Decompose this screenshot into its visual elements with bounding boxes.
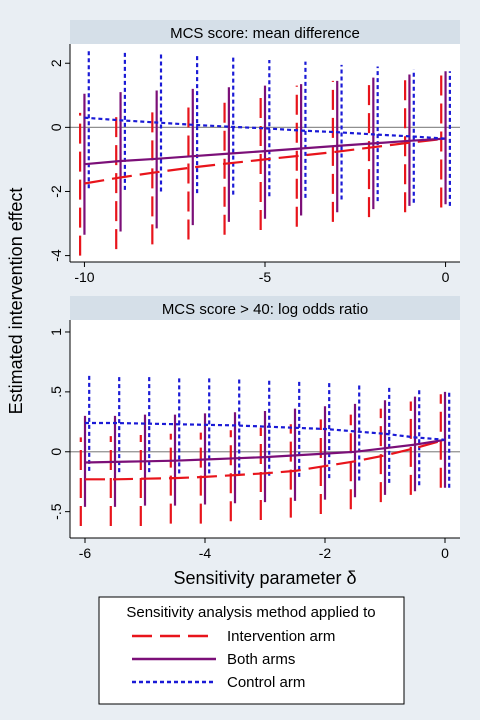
legend-entry-label: Both arms (227, 651, 295, 668)
panel-title-band (70, 296, 460, 320)
x-tick-label: -10 (74, 269, 94, 285)
y-tick-label: -.5 (48, 503, 64, 520)
y-tick-label: -4 (48, 249, 64, 262)
x-tick-label: 0 (442, 269, 450, 285)
panel-mean-difference: MCS score: mean difference -4 -2 0 2 -10 -5 0 (48, 20, 460, 285)
x-tick-label: -6 (79, 545, 92, 561)
legend-entry-label: Control arm (227, 674, 305, 691)
panel-log-odds-ratio: MCS score > 40: log odds ratio -.5 0 .5 1 -6… (48, 296, 460, 561)
panel-title: MCS score > 40: log odds ratio (162, 301, 368, 318)
x-tick-label: -2 (319, 545, 332, 561)
series-line (84, 116, 446, 140)
panel-title-band (70, 20, 460, 44)
series-line (84, 137, 446, 185)
series-line (84, 438, 446, 464)
legend: Sensitivity analysis method applied to I… (98, 596, 405, 705)
legend-entries: Intervention arm Both arms Control arm (132, 628, 335, 691)
x-tick-label: 0 (441, 545, 449, 561)
series-line (84, 137, 446, 166)
y-tick-label: -2 (48, 185, 64, 198)
legend-title: Sensitivity analysis method applied to (126, 604, 375, 621)
y-tick-label: 1 (48, 328, 64, 336)
legend-box (98, 596, 405, 705)
plot-marks: -.5 0 .5 1 -6 -4 -2 0 (48, 320, 460, 561)
x-axis-label: Sensitivity parameter δ (173, 568, 356, 588)
plot-marks: -4 -2 0 2 -10 -5 0 (48, 44, 460, 285)
series-line (85, 438, 446, 481)
legend-entry-label: Intervention arm (227, 628, 335, 645)
y-tick-label: 2 (48, 59, 64, 67)
panel-title: MCS score: mean difference (170, 25, 360, 42)
y-axis-label: Estimated intervention effect (6, 188, 26, 415)
y-tick-label: 0 (48, 123, 64, 131)
y-tick-label: .5 (48, 386, 64, 398)
y-tick-label: 0 (48, 448, 64, 456)
x-tick-label: -4 (199, 545, 212, 561)
x-tick-label: -5 (259, 269, 272, 285)
